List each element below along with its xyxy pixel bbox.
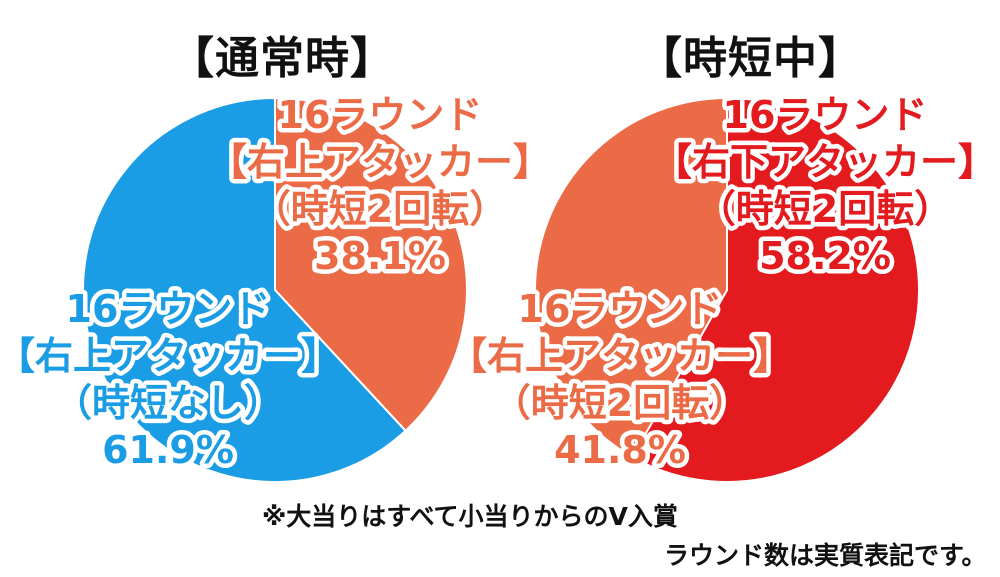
slice-label-1-1-line-1: 【右上アタッカー】: [449, 334, 791, 378]
slice-label-0-1-line-1: 【右上アタッカー】: [0, 334, 339, 378]
pie-slice-0-1: [82, 96, 407, 483]
pie-slice-1-1: [534, 96, 728, 459]
slice-label-1-0-line-1: 【右下アタッカー】: [654, 140, 996, 184]
chart-title-jitan: 【時短中】: [638, 33, 863, 84]
slice-label-1-1-line-0: 16ラウンド: [518, 287, 723, 331]
slice-label-0-0-line-1: 【右上アタッカー】: [209, 140, 551, 184]
slice-label-1-0-line-2: （時短2回転）: [698, 187, 952, 231]
slice-label-0-0-line-0: 16ラウンド: [278, 93, 483, 137]
pie-slice-0-0: [274, 96, 468, 433]
slice-label-0-1-line-3: 61.9%: [102, 428, 234, 472]
chart-title-normal: 【通常時】: [170, 33, 395, 84]
slice-label-0-0-line-3: 38.1%: [314, 234, 446, 278]
slice-label-1-1-line-2: （時短2回転）: [493, 381, 747, 425]
slice-label-1-1-line-3: 41.8%: [554, 428, 686, 472]
slice-label-1-0-line-0: 16ラウンド: [723, 93, 928, 137]
footnote-line-2: ラウンド数は実質表記です。: [664, 541, 987, 570]
slice-label-0-1-line-2: （時短なし）: [54, 381, 282, 425]
footnote-line-1: ※大当りはすべて小当りからのV入賞: [262, 502, 678, 531]
slice-label-1-0-line-3: 58.2%: [759, 234, 891, 278]
pie-slice-1-0: [631, 96, 920, 483]
slice-label-0-1-line-0: 16ラウンド: [66, 287, 271, 331]
slice-label-0-0-line-2: （時短2回転）: [253, 187, 507, 231]
